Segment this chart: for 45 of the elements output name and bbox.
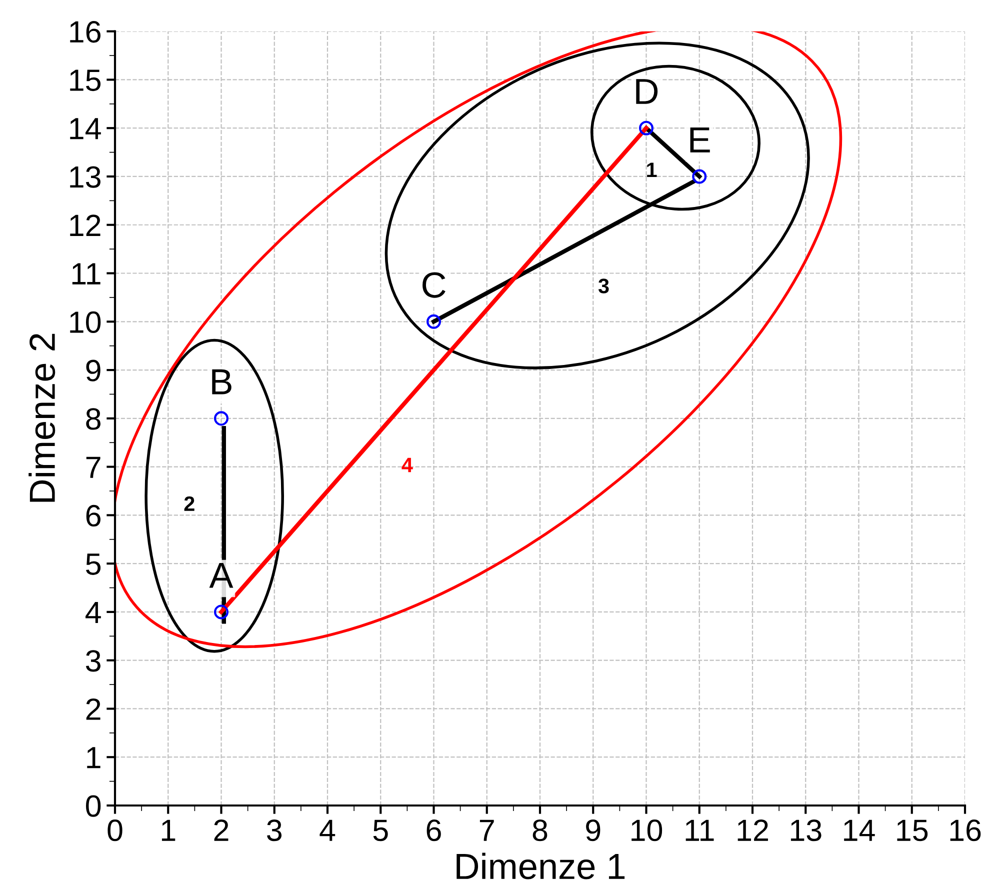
x-tick-label: 1 bbox=[162, 820, 176, 841]
y-tick-label: 16 bbox=[70, 21, 100, 43]
x-tick-label: 14 bbox=[844, 820, 875, 841]
y-tick-label: 11 bbox=[72, 263, 100, 284]
annotation: C bbox=[422, 272, 446, 298]
annotation: B bbox=[212, 369, 232, 394]
x-tick-label: 12 bbox=[738, 820, 768, 841]
x-tick-label: 7 bbox=[480, 820, 494, 841]
y-tick-label: 10 bbox=[70, 311, 101, 334]
y-tick-label: 12 bbox=[70, 214, 100, 236]
y-tick-label: 1 bbox=[87, 747, 100, 768]
y-tick-label: 6 bbox=[86, 504, 100, 527]
x-tick-label: 2 bbox=[214, 820, 228, 841]
x-tick-label: 11 bbox=[686, 820, 714, 841]
annotation: A bbox=[209, 562, 234, 588]
x-tick-label: 9 bbox=[586, 820, 600, 842]
x-axis-title: Dimenze 1 bbox=[456, 852, 625, 880]
x-tick-label: 3 bbox=[267, 820, 282, 842]
annotation: 4 bbox=[402, 458, 413, 472]
y-tick-label: 4 bbox=[86, 602, 101, 624]
y-tick-label: 5 bbox=[86, 554, 101, 575]
annotation: E bbox=[690, 127, 710, 152]
x-tick-label: 0 bbox=[108, 820, 122, 842]
x-tick-label: 15 bbox=[897, 820, 928, 842]
annotation: 1 bbox=[647, 162, 657, 178]
x-tick-label: 10 bbox=[632, 820, 662, 842]
x-tick-label: 4 bbox=[320, 820, 336, 841]
annotation: 3 bbox=[598, 278, 609, 294]
y-tick-label: 2 bbox=[86, 698, 100, 720]
x-tick-label: 13 bbox=[790, 820, 822, 842]
y-tick-label: 0 bbox=[86, 795, 101, 817]
x-tick-label: 6 bbox=[426, 820, 441, 842]
y-tick-label: 7 bbox=[86, 456, 100, 478]
y-tick-label: 14 bbox=[70, 118, 101, 140]
annotation: D bbox=[636, 79, 658, 104]
y-tick-label: 15 bbox=[70, 70, 101, 92]
y-tick-label: 9 bbox=[86, 360, 100, 382]
x-tick-label: 8 bbox=[532, 820, 548, 842]
x-tick-label: 16 bbox=[950, 820, 981, 842]
y-tick-label: 8 bbox=[86, 408, 100, 430]
annotation: 2 bbox=[184, 496, 194, 511]
y-tick-label: 13 bbox=[70, 166, 100, 188]
y-tick-label: 3 bbox=[86, 650, 100, 672]
y-axis-title: Dimenze 2 bbox=[28, 334, 56, 502]
x-tick-label: 5 bbox=[373, 820, 388, 842]
